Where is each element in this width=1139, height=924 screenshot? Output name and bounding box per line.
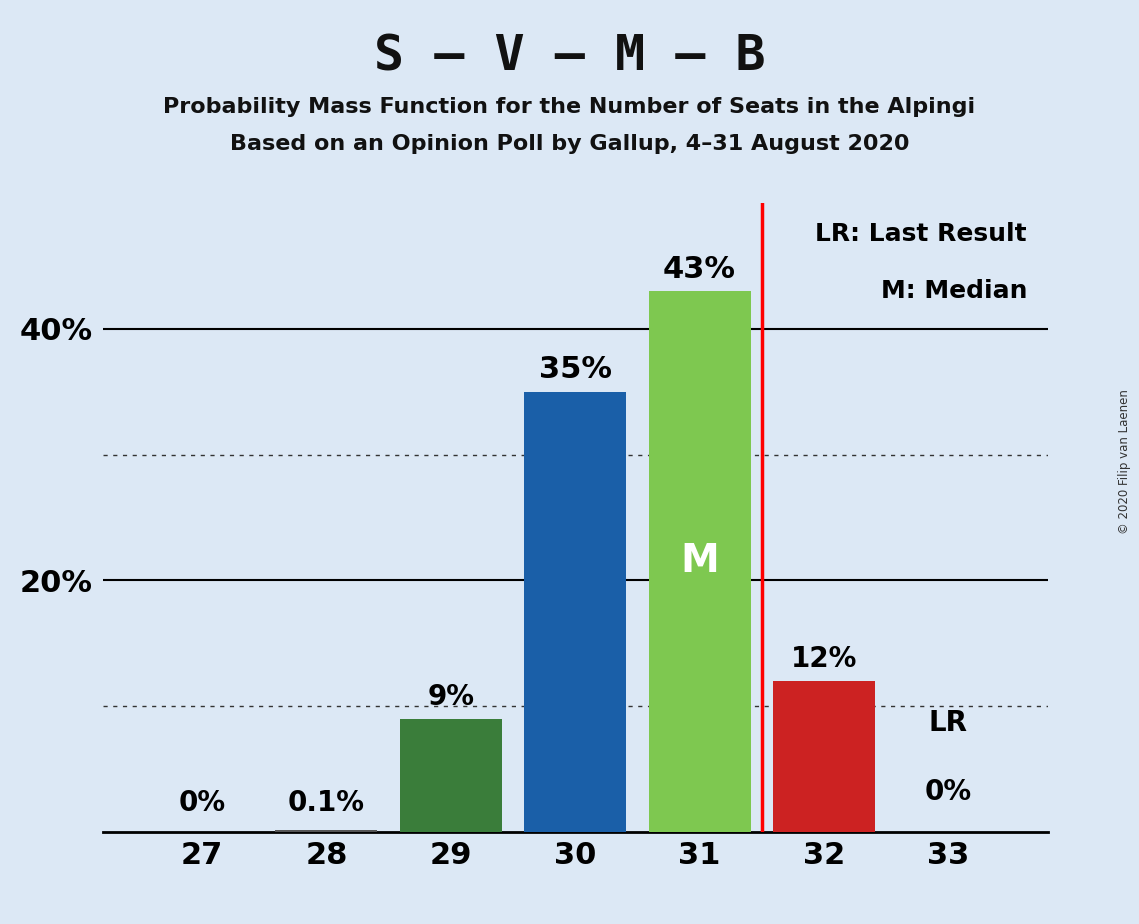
- Text: 12%: 12%: [790, 645, 858, 674]
- Bar: [400, 719, 502, 832]
- Bar: [773, 681, 875, 832]
- Text: 9%: 9%: [427, 683, 474, 711]
- Bar: [524, 392, 626, 832]
- Text: 0.1%: 0.1%: [288, 788, 364, 817]
- Text: LR: Last Result: LR: Last Result: [816, 222, 1027, 246]
- Text: 43%: 43%: [663, 255, 736, 284]
- Text: M: M: [680, 542, 719, 580]
- Bar: [276, 831, 377, 832]
- Text: 0%: 0%: [925, 778, 972, 807]
- Bar: [648, 291, 751, 832]
- Text: Based on an Opinion Poll by Gallup, 4–31 August 2020: Based on an Opinion Poll by Gallup, 4–31…: [230, 134, 909, 154]
- Text: Probability Mass Function for the Number of Seats in the Alpingi: Probability Mass Function for the Number…: [163, 97, 976, 117]
- Text: LR: LR: [929, 710, 968, 737]
- Text: © 2020 Filip van Laenen: © 2020 Filip van Laenen: [1118, 390, 1131, 534]
- Text: S – V – M – B: S – V – M – B: [374, 32, 765, 80]
- Text: 0%: 0%: [179, 788, 226, 817]
- Text: 35%: 35%: [539, 355, 612, 384]
- Text: M: Median: M: Median: [880, 279, 1027, 303]
